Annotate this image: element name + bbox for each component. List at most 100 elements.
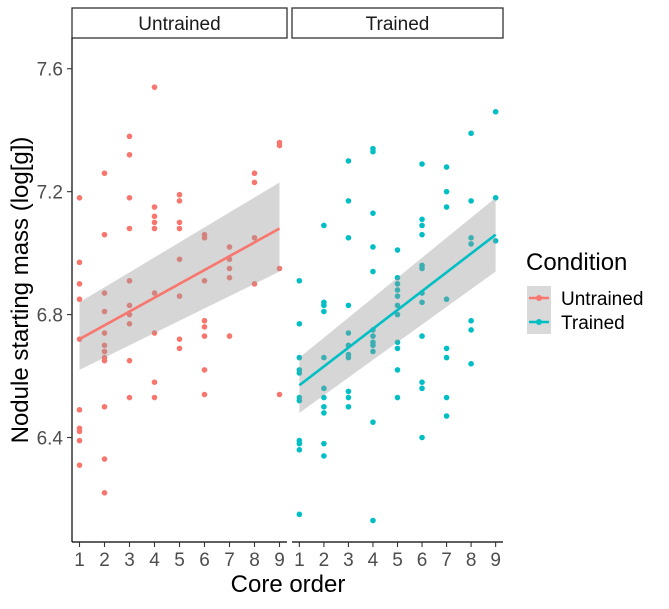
data-point-trained: [370, 342, 376, 349]
data-point-trained: [321, 302, 327, 309]
data-point-trained: [345, 394, 352, 401]
data-point-trained: [492, 108, 499, 115]
x-tick-label: 1: [74, 550, 85, 571]
data-point-trained: [345, 198, 352, 204]
data-point-trained: [345, 403, 352, 410]
data-point-trained: [419, 161, 425, 167]
data-point-trained: [321, 410, 327, 416]
data-point-untrained: [101, 490, 108, 496]
data-point-untrained: [101, 348, 108, 355]
data-point-trained: [419, 379, 425, 385]
x-tick-label: 7: [441, 550, 452, 571]
data-point-trained: [468, 317, 474, 324]
x-axis-title: Core order: [231, 571, 346, 598]
data-point-trained: [370, 244, 376, 250]
data-point-trained: [321, 385, 327, 392]
data-point-trained: [394, 293, 401, 299]
data-point-untrained: [176, 219, 183, 226]
data-point-trained: [296, 354, 303, 361]
data-point-untrained: [226, 244, 233, 250]
data-point-untrained: [176, 345, 183, 352]
data-point-untrained: [101, 170, 108, 177]
data-point-trained: [370, 348, 376, 355]
data-point-trained: [296, 370, 303, 376]
data-point-trained: [296, 397, 303, 404]
trend-line-trained: [298, 233, 497, 387]
x-tick-label: 3: [343, 550, 354, 571]
data-point-untrained: [251, 234, 258, 241]
x-tick-label: 8: [466, 550, 477, 571]
data-point-trained: [419, 222, 425, 229]
data-point-untrained: [176, 256, 183, 263]
data-point-untrained: [151, 84, 158, 90]
data-point-untrained: [126, 195, 133, 201]
data-point-untrained: [251, 170, 258, 177]
data-point-trained: [321, 453, 327, 459]
data-point-untrained: [201, 277, 208, 284]
data-point-trained: [321, 403, 327, 410]
x-tick-label: 8: [249, 550, 260, 571]
data-point-trained: [296, 440, 303, 447]
data-point-trained: [370, 210, 376, 216]
data-point-untrained: [201, 367, 208, 373]
data-point-trained: [370, 517, 376, 524]
data-point-untrained: [126, 151, 133, 158]
data-point-trained: [370, 333, 376, 339]
data-point-untrained: [201, 333, 208, 339]
data-point-trained: [296, 277, 303, 284]
x-tick-label: 9: [274, 550, 285, 571]
data-point-untrained: [76, 462, 83, 468]
data-point-trained: [296, 447, 303, 453]
y-tick-label: 6.8: [37, 306, 63, 327]
data-point-untrained: [126, 394, 133, 401]
data-point-untrained: [101, 456, 108, 462]
facet-label-trained: Trained: [366, 14, 430, 35]
data-point-trained: [492, 195, 499, 201]
legend-item-untrained: Untrained: [527, 286, 643, 310]
legend-title: Condition: [526, 249, 627, 276]
y-tick-label: 7.6: [37, 60, 63, 81]
x-tick-label: 4: [368, 550, 379, 571]
x-tick-label: 6: [417, 550, 428, 571]
data-point-untrained: [201, 234, 208, 241]
data-point-trained: [345, 330, 352, 336]
data-point-untrained: [176, 198, 183, 204]
data-point-untrained: [76, 281, 83, 287]
data-point-trained: [370, 148, 376, 155]
data-point-trained: [419, 265, 425, 272]
data-point-untrained: [126, 277, 133, 284]
data-point-untrained: [151, 219, 158, 226]
data-point-trained: [443, 413, 450, 419]
data-point-untrained: [226, 265, 233, 272]
data-point-trained: [345, 388, 352, 395]
data-point-untrained: [76, 195, 83, 201]
data-point-trained: [321, 394, 327, 401]
data-point-untrained: [151, 204, 158, 210]
confidence-band-untrained: [79, 182, 280, 370]
data-point-trained: [443, 164, 450, 170]
data-point-trained: [419, 434, 425, 441]
data-point-untrained: [76, 407, 83, 413]
data-point-untrained: [76, 259, 83, 266]
data-point-trained: [345, 158, 352, 164]
legend-label-trained: Trained: [561, 313, 625, 334]
data-point-trained: [394, 367, 401, 373]
y-tick-label: 6.4: [37, 429, 64, 450]
facet-label-untrained: Untrained: [138, 14, 220, 35]
panel-untrained: [76, 84, 283, 496]
data-point-untrained: [126, 357, 133, 364]
data-point-trained: [370, 268, 376, 275]
data-point-untrained: [176, 225, 183, 232]
data-point-trained: [296, 321, 303, 327]
data-point-trained: [468, 198, 474, 204]
trend-line-untrained: [78, 227, 281, 341]
panel-trained: [296, 108, 499, 524]
data-point-untrained: [101, 231, 108, 238]
data-point-trained: [394, 281, 401, 287]
x-tick-label: 9: [490, 550, 501, 571]
data-point-trained: [443, 345, 450, 352]
data-point-untrained: [126, 321, 133, 327]
legend-item-trained: Trained: [527, 310, 625, 334]
data-point-trained: [443, 204, 450, 210]
data-point-untrained: [101, 330, 108, 336]
